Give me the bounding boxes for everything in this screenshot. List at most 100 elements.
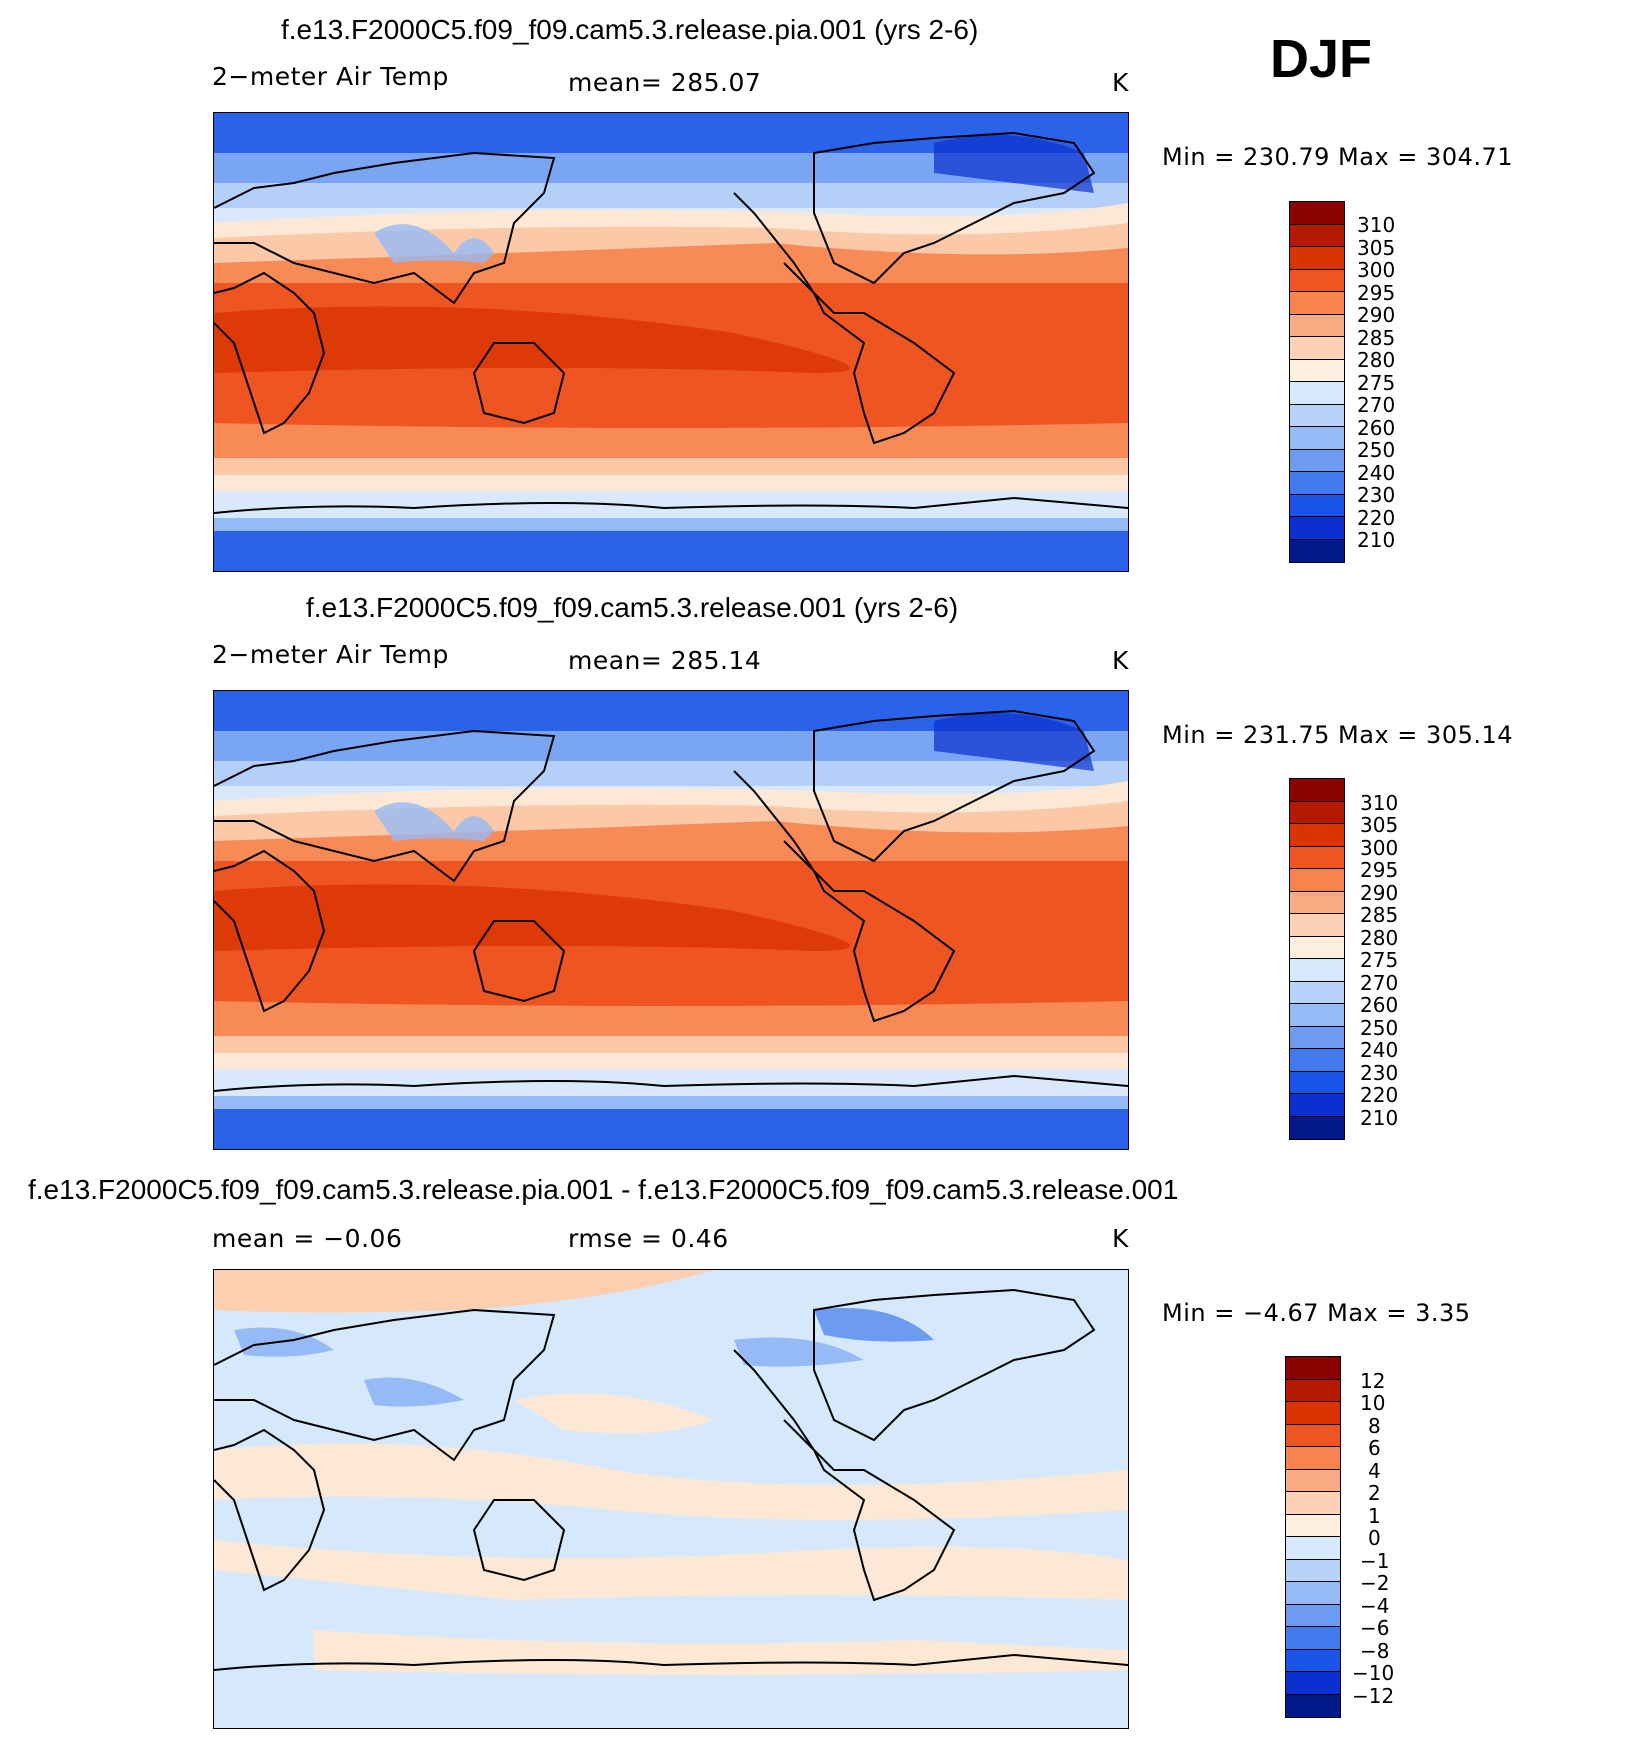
colorbar-tick-label: −6 <box>1360 1616 1390 1640</box>
panel-1-mean-label: mean= 285.07 <box>568 68 762 97</box>
colorbar-swatch <box>1290 314 1344 337</box>
colorbar-tick-label: 2 <box>1368 1481 1381 1505</box>
colorbar-swatch <box>1290 292 1344 315</box>
panel-1-units: K <box>1112 68 1129 97</box>
colorbar-tick-label: 260 <box>1360 993 1399 1017</box>
colorbar-swatch <box>1290 404 1344 427</box>
colorbar-swatch <box>1290 449 1344 472</box>
colorbar-swatch <box>1286 1582 1340 1605</box>
panel-2-variable-label: 2−meter Air Temp <box>212 640 449 669</box>
colorbar-swatch <box>1286 1694 1340 1717</box>
colorbar-tick-label: 220 <box>1360 1083 1399 1107</box>
colorbar-tick-label: 305 <box>1360 813 1399 837</box>
panel-1-title: f.e13.F2000C5.f09_f09.cam5.3.release.pia… <box>281 14 979 45</box>
colorbar-tick-label: 6 <box>1368 1436 1381 1460</box>
colorbar-tick-label: 240 <box>1360 1038 1399 1062</box>
panel-2-temperature-field <box>214 691 1128 1149</box>
panel-1-map <box>213 112 1129 572</box>
colorbar-swatch <box>1290 846 1344 869</box>
colorbar-swatch <box>1286 1492 1340 1515</box>
colorbar-swatch <box>1290 472 1344 495</box>
colorbar-tick-label: 0 <box>1368 1526 1381 1550</box>
colorbar-tick-label: 290 <box>1357 303 1396 327</box>
panel-3-title: f.e13.F2000C5.f09_f09.cam5.3.release.pia… <box>28 1174 1179 1205</box>
colorbar-tick-label: 1 <box>1368 1504 1381 1528</box>
colorbar-tick-label: −12 <box>1352 1684 1395 1708</box>
colorbar-swatch <box>1290 382 1344 405</box>
colorbar-swatch <box>1286 1357 1340 1380</box>
colorbar-swatch <box>1286 1604 1340 1627</box>
colorbar-tick-label: 270 <box>1357 393 1396 417</box>
colorbar-tick-label: 280 <box>1360 926 1399 950</box>
colorbar-tick-label: 275 <box>1360 948 1399 972</box>
colorbar-swatch <box>1290 779 1344 802</box>
season-label: DJF <box>1270 29 1373 89</box>
colorbar-tick-label: −10 <box>1352 1661 1395 1685</box>
colorbar-tick-label: 8 <box>1368 1414 1381 1438</box>
colorbar-swatch <box>1286 1402 1340 1425</box>
colorbar-tick-label: 295 <box>1357 281 1396 305</box>
colorbar-swatch <box>1286 1514 1340 1537</box>
colorbar-swatch <box>1290 1004 1344 1027</box>
colorbar-swatch <box>1290 269 1344 292</box>
panel-2-units: K <box>1112 646 1129 675</box>
panel-2-colorbar <box>1289 778 1345 1140</box>
colorbar-tick-label: 230 <box>1357 483 1396 507</box>
colorbar-swatch <box>1286 1447 1340 1470</box>
colorbar-swatch <box>1290 936 1344 959</box>
colorbar-swatch <box>1290 824 1344 847</box>
panel-1-min-max: Min = 230.79 Max = 304.71 <box>1162 143 1514 171</box>
colorbar-swatch <box>1290 247 1344 270</box>
colorbar-tick-label: −4 <box>1360 1594 1390 1618</box>
panel-3-map <box>213 1269 1129 1729</box>
colorbar-swatch <box>1290 202 1344 225</box>
colorbar-swatch <box>1290 1094 1344 1117</box>
panel-2-title: f.e13.F2000C5.f09_f09.cam5.3.release.001… <box>306 592 959 623</box>
colorbar-tick-label: 250 <box>1360 1016 1399 1040</box>
panel-1-temperature-field <box>214 113 1128 571</box>
colorbar-swatch <box>1290 494 1344 517</box>
colorbar-tick-label: 12 <box>1360 1369 1386 1393</box>
colorbar-swatch <box>1286 1469 1340 1492</box>
colorbar-swatch <box>1290 981 1344 1004</box>
colorbar-tick-label: 290 <box>1360 881 1399 905</box>
panel-3-units: K <box>1112 1224 1129 1253</box>
colorbar-tick-label: 310 <box>1360 791 1399 815</box>
colorbar-swatch <box>1286 1559 1340 1582</box>
colorbar-tick-label: 295 <box>1360 858 1399 882</box>
colorbar-tick-label: 10 <box>1360 1391 1386 1415</box>
colorbar-tick-label: 285 <box>1357 326 1396 350</box>
colorbar-tick-label: 260 <box>1357 416 1396 440</box>
colorbar-swatch <box>1290 1071 1344 1094</box>
panel-3-rmse-label: rmse = 0.46 <box>568 1224 729 1253</box>
panel-2-min-max: Min = 231.75 Max = 305.14 <box>1162 721 1514 749</box>
colorbar-tick-label: 305 <box>1357 236 1396 260</box>
colorbar-tick-label: 275 <box>1357 371 1396 395</box>
panel-3-colorbar <box>1285 1356 1341 1718</box>
colorbar-tick-label: 4 <box>1368 1459 1381 1483</box>
colorbar-swatch <box>1290 337 1344 360</box>
colorbar-swatch <box>1290 359 1344 382</box>
colorbar-tick-label: 300 <box>1357 258 1396 282</box>
colorbar-tick-label: 270 <box>1360 971 1399 995</box>
colorbar-swatch <box>1290 959 1344 982</box>
panel-2-map <box>213 690 1129 1150</box>
colorbar-tick-label: 300 <box>1360 836 1399 860</box>
colorbar-tick-label: 240 <box>1357 461 1396 485</box>
colorbar-swatch <box>1290 1049 1344 1072</box>
colorbar-tick-label: 280 <box>1357 348 1396 372</box>
colorbar-swatch <box>1286 1672 1340 1695</box>
colorbar-swatch <box>1290 517 1344 540</box>
colorbar-swatch <box>1290 869 1344 892</box>
colorbar-tick-label: 285 <box>1360 903 1399 927</box>
panel-1-colorbar <box>1289 201 1345 563</box>
colorbar-tick-label: 310 <box>1357 213 1396 237</box>
panel-3-mean-label: mean = −0.06 <box>212 1224 403 1253</box>
panel-1-variable-label: 2−meter Air Temp <box>212 62 449 91</box>
colorbar-swatch <box>1286 1537 1340 1560</box>
panel-3-difference-field <box>214 1270 1128 1728</box>
colorbar-tick-label: 250 <box>1357 438 1396 462</box>
colorbar-tick-label: 230 <box>1360 1061 1399 1085</box>
colorbar-tick-label: −8 <box>1360 1639 1390 1663</box>
colorbar-tick-label: −1 <box>1360 1549 1390 1573</box>
